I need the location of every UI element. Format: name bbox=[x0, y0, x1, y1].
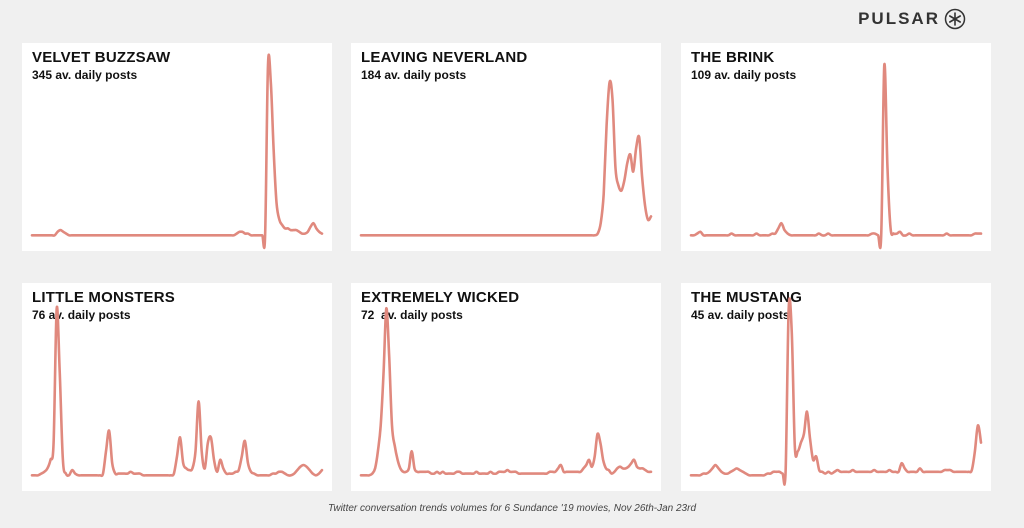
series-line bbox=[30, 53, 324, 250]
chart-subtitle: 345 av. daily posts bbox=[32, 68, 138, 82]
chart-subtitle: 184 av. daily posts bbox=[361, 68, 467, 82]
chart-plot bbox=[30, 305, 324, 478]
chart-subtitle: 72 av. daily posts bbox=[361, 308, 463, 322]
chart-plot bbox=[30, 53, 324, 250]
chart-title: THE MUSTANG bbox=[691, 289, 803, 306]
chart-plot bbox=[359, 79, 653, 237]
series-line bbox=[30, 305, 324, 478]
chart-subtitle: 76 av. daily posts bbox=[32, 308, 131, 322]
chart-panel-4: LITTLE MONSTERS 76 av. daily posts bbox=[22, 283, 332, 491]
chart-title: LEAVING NEVERLAND bbox=[361, 49, 528, 66]
chart-panel-6: THE MUSTANG 45 av. daily posts bbox=[681, 283, 991, 491]
chart-subtitle: 109 av. daily posts bbox=[691, 68, 797, 82]
chart-title: LITTLE MONSTERS bbox=[32, 289, 175, 306]
series-line bbox=[689, 297, 983, 486]
pulsar-asterisk-icon bbox=[944, 8, 966, 30]
chart-plot bbox=[689, 62, 983, 250]
chart-panel-1: VELVET BUZZSAW 345 av. daily posts bbox=[22, 43, 332, 251]
series-line bbox=[359, 79, 653, 237]
brand-logo: PULSAR bbox=[858, 8, 966, 30]
brand-name: PULSAR bbox=[858, 9, 940, 28]
chart-title: THE BRINK bbox=[691, 49, 775, 66]
chart-panel-2: LEAVING NEVERLAND 184 av. daily posts bbox=[351, 43, 661, 251]
series-line bbox=[359, 307, 653, 477]
chart-title: EXTREMELY WICKED bbox=[361, 289, 520, 306]
chart-plot bbox=[359, 307, 653, 477]
chart-subtitle: 45 av. daily posts bbox=[691, 308, 790, 322]
chart-title: VELVET BUZZSAW bbox=[32, 49, 171, 66]
chart-panel-5: EXTREMELY WICKED 72 av. daily posts bbox=[351, 283, 661, 491]
chart-panel-3: THE BRINK 109 av. daily posts bbox=[681, 43, 991, 251]
figure-caption: Twitter conversation trends volumes for … bbox=[327, 503, 697, 514]
series-line bbox=[689, 62, 983, 250]
chart-plot bbox=[689, 297, 983, 486]
